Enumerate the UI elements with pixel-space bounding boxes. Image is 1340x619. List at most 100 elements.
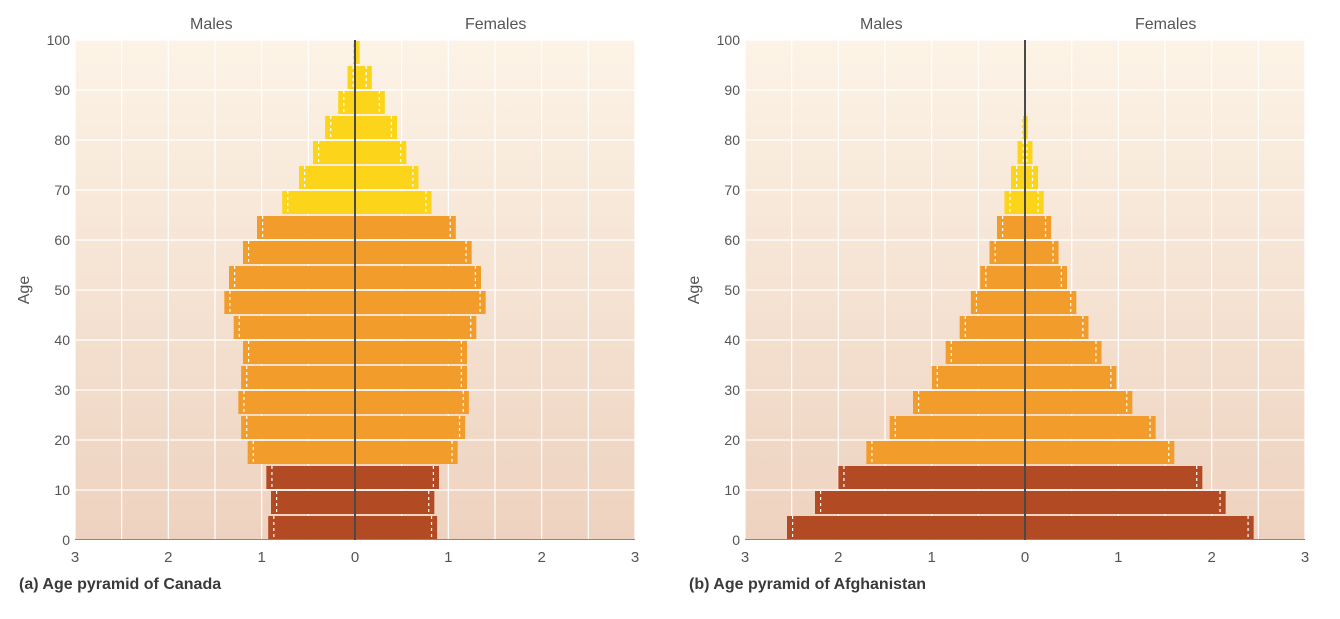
y-tick-label: 80 xyxy=(700,132,740,148)
chart-svg xyxy=(745,40,1305,540)
bar-female xyxy=(1025,441,1174,464)
bar-female xyxy=(1025,141,1032,164)
bar-female xyxy=(355,341,467,364)
bar-male xyxy=(282,191,355,214)
bars-group xyxy=(787,116,1254,539)
x-tick-label: 0 xyxy=(351,549,359,566)
caption-canada: (a) Age pyramid of Canada xyxy=(19,576,655,594)
y-tick-label: 90 xyxy=(700,82,740,98)
panel-afghanistan: MalesFemalesAge0102030405060708090100321… xyxy=(685,10,1325,594)
x-tick-label: 2 xyxy=(537,549,545,566)
bar-male xyxy=(243,341,355,364)
bar-male xyxy=(866,441,1025,464)
bar-female xyxy=(355,116,397,139)
bar-female xyxy=(355,416,465,439)
bar-male xyxy=(234,316,355,339)
y-tick-label: 10 xyxy=(30,482,70,498)
bar-male xyxy=(348,66,355,89)
bar-female xyxy=(1025,416,1156,439)
bar-female xyxy=(1025,516,1254,539)
bar-male xyxy=(299,166,355,189)
bar-female xyxy=(355,441,458,464)
y-tick-label: 20 xyxy=(700,432,740,448)
bar-male xyxy=(980,266,1025,289)
plot-area xyxy=(745,40,1305,540)
bar-male xyxy=(1011,166,1025,189)
chart-frame-canada: MalesFemalesAge0102030405060708090100321… xyxy=(15,10,655,570)
females-label: Females xyxy=(1135,16,1196,34)
y-tick-label: 20 xyxy=(30,432,70,448)
x-tick-label: 1 xyxy=(444,549,452,566)
bar-female xyxy=(1025,266,1067,289)
bar-male xyxy=(238,391,355,414)
y-tick-label: 100 xyxy=(700,32,740,48)
plot-area xyxy=(75,40,635,540)
bar-female xyxy=(1025,316,1088,339)
bar-female xyxy=(355,466,439,489)
chart-svg xyxy=(75,40,635,540)
x-tick-label: 2 xyxy=(1207,549,1215,566)
bar-female xyxy=(1025,166,1038,189)
bar-female xyxy=(1025,216,1051,239)
x-tick-label: 1 xyxy=(1114,549,1122,566)
bar-female xyxy=(355,291,486,314)
bar-male xyxy=(890,416,1025,439)
bar-male xyxy=(971,291,1025,314)
bar-female xyxy=(355,366,467,389)
x-tick-label: 3 xyxy=(631,549,639,566)
y-tick-label: 0 xyxy=(700,532,740,548)
y-tick-label: 60 xyxy=(700,232,740,248)
bar-male xyxy=(248,441,355,464)
bar-male xyxy=(266,466,355,489)
y-tick-label: 10 xyxy=(700,482,740,498)
bar-male xyxy=(268,516,355,539)
x-tick-label: 1 xyxy=(257,549,265,566)
x-tick-label: 1 xyxy=(927,549,935,566)
x-tick-label: 2 xyxy=(834,549,842,566)
bar-male xyxy=(815,491,1025,514)
bar-male xyxy=(960,316,1025,339)
bar-male xyxy=(787,516,1025,539)
y-tick-label: 70 xyxy=(30,182,70,198)
figure-wrap: MalesFemalesAge0102030405060708090100321… xyxy=(0,0,1340,604)
bar-male xyxy=(1004,191,1025,214)
bar-male xyxy=(838,466,1025,489)
bar-male xyxy=(338,91,355,114)
bar-male xyxy=(241,366,355,389)
bar-female xyxy=(355,241,472,264)
bar-female xyxy=(355,216,456,239)
x-tick-label: 3 xyxy=(741,549,749,566)
bar-female xyxy=(1025,366,1116,389)
y-tick-label: 30 xyxy=(700,382,740,398)
y-tick-label: 30 xyxy=(30,382,70,398)
males-label: Males xyxy=(190,16,233,34)
y-tick-label: 40 xyxy=(700,332,740,348)
bar-female xyxy=(1025,466,1202,489)
bar-male xyxy=(313,141,355,164)
males-label: Males xyxy=(860,16,903,34)
bar-female xyxy=(355,166,418,189)
y-tick-label: 80 xyxy=(30,132,70,148)
bar-male xyxy=(932,366,1025,389)
bar-female xyxy=(355,316,476,339)
bar-male xyxy=(325,116,355,139)
caption-afghanistan: (b) Age pyramid of Afghanistan xyxy=(689,576,1325,594)
bar-female xyxy=(355,391,469,414)
bar-female xyxy=(355,191,432,214)
y-tick-label: 0 xyxy=(30,532,70,548)
bar-male xyxy=(271,491,355,514)
bar-male xyxy=(257,216,355,239)
y-tick-label: 60 xyxy=(30,232,70,248)
bar-female xyxy=(355,91,385,114)
bar-male xyxy=(243,241,355,264)
bar-male xyxy=(241,416,355,439)
bar-female xyxy=(1025,291,1076,314)
bar-female xyxy=(355,491,434,514)
bar-male xyxy=(1018,141,1025,164)
bar-female xyxy=(355,516,437,539)
bar-female xyxy=(355,66,372,89)
y-tick-label: 100 xyxy=(30,32,70,48)
x-tick-label: 3 xyxy=(71,549,79,566)
bar-female xyxy=(1025,491,1226,514)
bar-male xyxy=(913,391,1025,414)
